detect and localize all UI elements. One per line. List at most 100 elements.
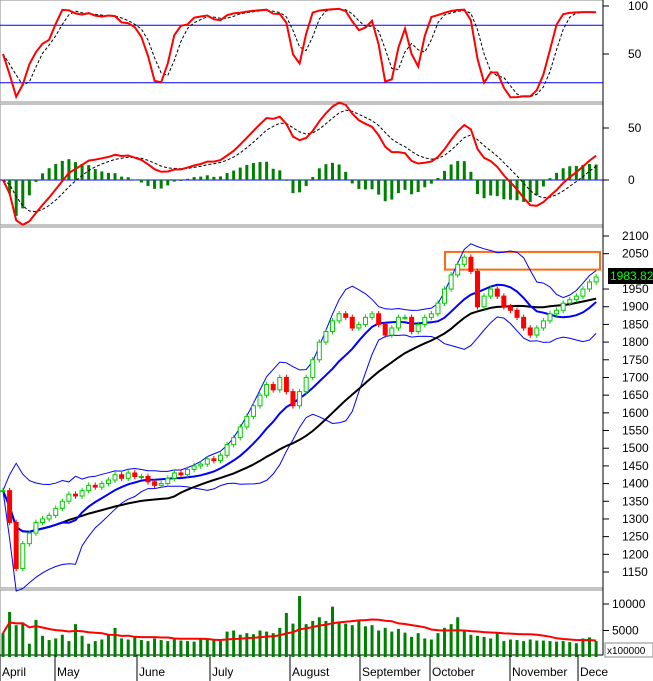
- volume-bar: [278, 627, 282, 657]
- macd-histogram-bar: [436, 177, 440, 180]
- candle: [152, 481, 158, 486]
- volume-bar: [317, 617, 321, 657]
- candle: [112, 474, 118, 481]
- candle: [303, 376, 309, 393]
- month-label: July: [212, 665, 233, 679]
- candle: [66, 493, 72, 502]
- candle: [382, 323, 388, 336]
- candle: [185, 468, 191, 476]
- macd-histogram-bar: [271, 168, 275, 180]
- volume-bar: [462, 630, 466, 657]
- volume-bar: [541, 640, 545, 657]
- volume-bar: [192, 641, 196, 657]
- candle: [336, 313, 342, 322]
- volume-tick-label: 5000: [612, 624, 639, 638]
- macd-signal-line: [2, 109, 597, 213]
- macd-histogram-bar: [146, 180, 150, 187]
- volume-bar: [350, 625, 354, 657]
- price-tick-label: 1300: [622, 512, 649, 526]
- candle: [290, 391, 296, 407]
- stoch-tick-label: 50: [628, 47, 642, 61]
- volume-ma-line: [2, 618, 597, 642]
- volume-bar: [311, 620, 315, 657]
- candle: [165, 477, 171, 485]
- candle: [343, 313, 349, 318]
- volume-bar: [27, 643, 31, 657]
- volume-bar: [548, 641, 552, 657]
- month-label: October: [432, 665, 475, 679]
- candle: [468, 256, 474, 272]
- candle: [297, 391, 303, 407]
- macd-histogram-bar: [166, 180, 170, 186]
- volume-bar: [555, 641, 559, 657]
- volume-bar: [357, 619, 361, 657]
- volume-bar: [225, 631, 229, 657]
- macd-histogram-bar: [139, 180, 143, 183]
- price-tick-label: 1250: [622, 530, 649, 544]
- macd-histogram-bar: [218, 176, 222, 180]
- macd-histogram-bar: [113, 173, 117, 180]
- candle: [481, 295, 487, 308]
- stoch-k-line: [2, 7, 597, 100]
- candle: [527, 327, 533, 336]
- macd-histogram-bar: [475, 180, 479, 195]
- macd-histogram-bar: [456, 161, 460, 180]
- macd-histogram-bar: [594, 164, 598, 180]
- candle: [191, 465, 197, 470]
- macd-histogram-bar: [416, 180, 420, 193]
- volume-bar: [522, 641, 526, 657]
- volume-bar: [528, 639, 532, 657]
- candle: [171, 472, 177, 479]
- macd-histogram-bar: [489, 180, 493, 196]
- volume-bar: [271, 633, 275, 657]
- volume-bar: [153, 638, 157, 657]
- candle: [442, 288, 448, 304]
- candle: [422, 316, 428, 325]
- candle: [409, 316, 415, 332]
- candle: [217, 454, 223, 462]
- volume-bar: [291, 623, 295, 657]
- candle: [105, 479, 111, 485]
- candle: [389, 327, 395, 336]
- macd-histogram-bar: [298, 180, 302, 193]
- candle: [72, 493, 78, 497]
- volume-bar: [232, 630, 236, 657]
- volume-bar: [93, 641, 97, 657]
- macd-histogram-bar: [522, 180, 526, 202]
- candle: [204, 458, 210, 465]
- macd-histogram-bar: [47, 168, 51, 180]
- macd-histogram-bar: [337, 164, 341, 180]
- macd-histogram-bar: [225, 173, 229, 180]
- macd-histogram-bar: [14, 180, 18, 216]
- macd-histogram-bar: [41, 173, 45, 180]
- macd-histogram-bar: [27, 180, 31, 196]
- stoch-tick-label: 100: [628, 0, 648, 13]
- candle: [330, 320, 336, 332]
- macd-histogram-bar: [555, 172, 559, 180]
- volume-bar: [179, 640, 183, 657]
- volume-bar: [100, 639, 104, 657]
- candle: [40, 518, 46, 523]
- volume-bar: [106, 634, 110, 657]
- volume-bar: [146, 641, 150, 657]
- macd-histogram-bar: [67, 159, 71, 180]
- volume-bar: [515, 640, 519, 657]
- candle: [244, 415, 250, 428]
- macd-histogram-bar: [495, 180, 499, 197]
- candle: [310, 359, 316, 378]
- volume-bar: [508, 639, 512, 657]
- candle: [455, 263, 461, 276]
- volume-bar: [363, 626, 367, 657]
- macd-histogram-bar: [106, 172, 110, 180]
- volume-bar: [324, 620, 328, 657]
- candle: [356, 323, 362, 329]
- volume-bar: [166, 641, 170, 657]
- macd-histogram-bar: [278, 170, 282, 180]
- candle: [521, 316, 527, 329]
- macd-histogram-bar: [581, 164, 585, 180]
- candle: [0, 490, 6, 493]
- volume-bar: [561, 641, 565, 657]
- macd-histogram-bar: [502, 180, 506, 200]
- price-tick-label: 1750: [622, 353, 649, 367]
